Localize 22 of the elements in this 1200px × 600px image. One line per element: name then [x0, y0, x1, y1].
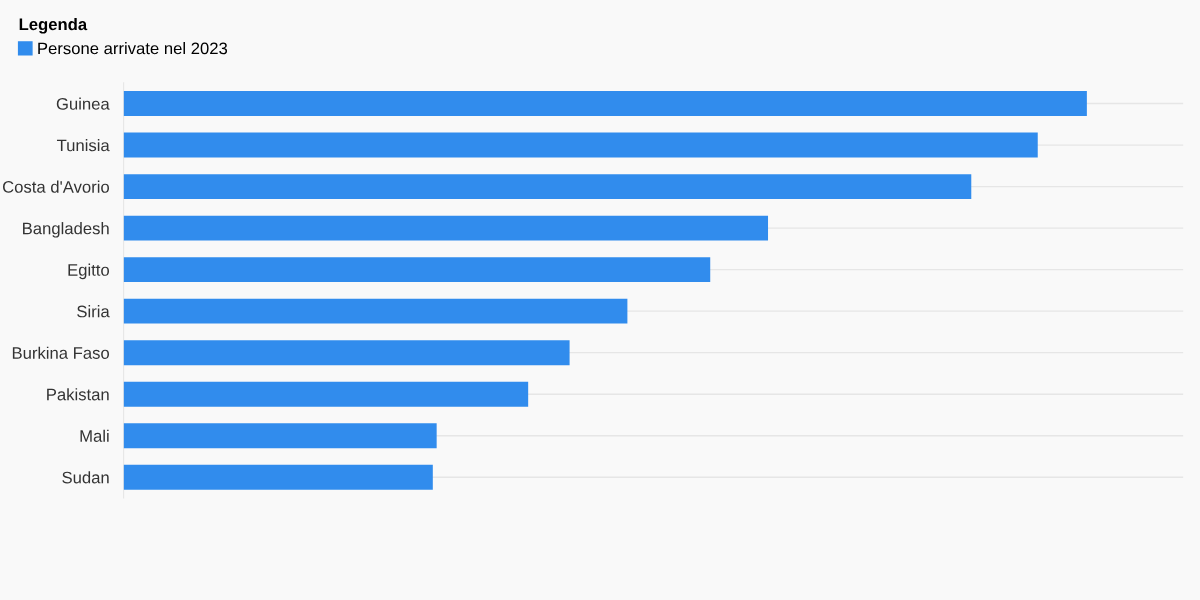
y-tick-label: Tunisia [56, 139, 110, 152]
legend-label: Persone arrivate nel 2023 [38, 42, 228, 55]
bar [123, 174, 972, 200]
y-tick-label: Guinea [56, 97, 110, 110]
y-tick-label: Costa d'Avorio [2, 180, 110, 193]
bar [123, 464, 433, 490]
y-tick-label: Bangladesh [23, 222, 109, 238]
y-tick-label: Sudan [62, 471, 109, 484]
bar [123, 298, 628, 324]
bar [123, 91, 1087, 117]
bar [123, 381, 529, 407]
bar [123, 340, 570, 366]
bar [123, 132, 1038, 158]
legend-title: Legenda [19, 18, 88, 34]
bar [123, 423, 437, 449]
y-tick-label: Burkina Faso [12, 346, 110, 359]
y-tick-label: Siria [77, 305, 110, 318]
y-tick-label: Mali [80, 429, 109, 442]
y-tick-label: Egitto [68, 263, 110, 280]
bar [123, 257, 711, 283]
y-tick-label: Pakistan [47, 388, 109, 401]
bar [123, 215, 769, 241]
